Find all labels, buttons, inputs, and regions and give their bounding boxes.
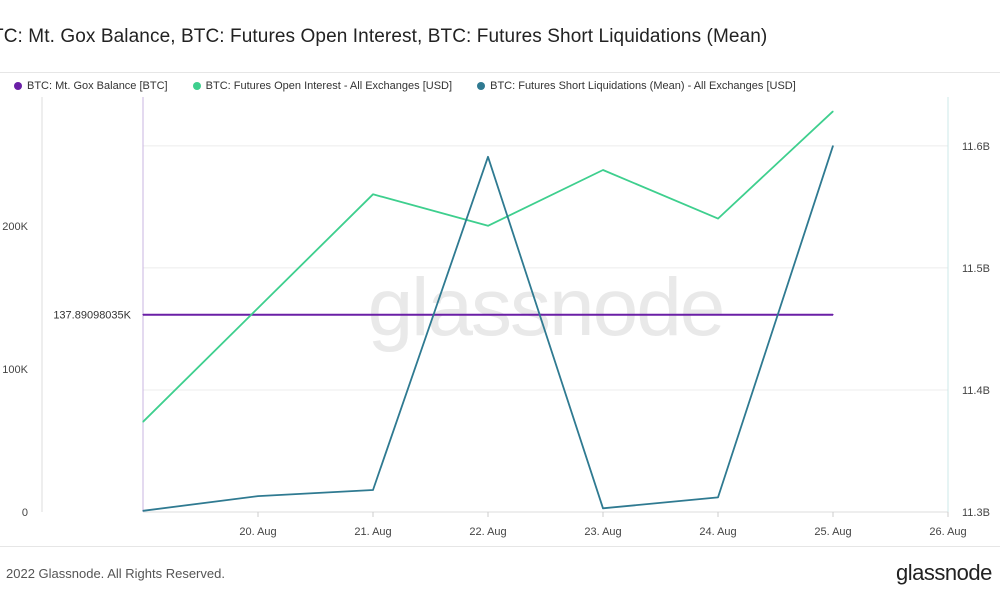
data-point — [832, 314, 834, 316]
data-point — [142, 314, 144, 316]
data-point — [602, 169, 604, 171]
data-point — [372, 193, 374, 195]
chart-title: TC: Mt. Gox Balance, BTC: Futures Open I… — [0, 26, 768, 47]
right-tick-label: 11.3B — [962, 507, 990, 519]
legend: BTC: Mt. Gox Balance [BTC] BTC: Futures … — [14, 80, 818, 93]
data-point — [487, 156, 489, 158]
right-tick-label: 11.6B — [962, 141, 990, 153]
right-tick-label: 11.5B — [962, 263, 990, 275]
watermark: glassnode — [368, 262, 724, 353]
left-tick-label: 200K — [2, 221, 28, 233]
futures-open-interest-line — [142, 110, 834, 423]
x-tick-label: 24. Aug — [699, 526, 736, 538]
mt-gox-value-label: 137.89098035K — [53, 310, 131, 322]
data-point — [602, 507, 604, 509]
footer-divider — [0, 546, 1000, 547]
legend-marker-short-liquidations — [477, 82, 486, 90]
data-point — [257, 495, 259, 497]
legend-label-short-liquidations: BTC: Futures Short Liquidations (Mean) -… — [490, 80, 796, 92]
data-point — [142, 421, 144, 423]
x-tick-label: 23. Aug — [584, 526, 621, 538]
data-point — [487, 314, 489, 316]
legend-item-short-liquidations[interactable]: BTC: Futures Short Liquidations (Mean) -… — [477, 80, 796, 92]
x-tick-label: 20. Aug — [239, 526, 276, 538]
x-tick-label: 21. Aug — [354, 526, 391, 538]
data-point — [832, 110, 834, 112]
legend-label-futures-open-interest: BTC: Futures Open Interest - All Exchang… — [205, 80, 453, 92]
data-point — [717, 218, 719, 220]
data-point — [372, 314, 374, 316]
right-tick-label: 11.4B — [962, 385, 990, 397]
x-tick-label: 25. Aug — [814, 526, 851, 538]
x-tick-label: 22. Aug — [469, 526, 506, 538]
data-point — [717, 314, 719, 316]
data-point — [372, 489, 374, 491]
legend-marker-mt-gox-balance — [14, 82, 22, 90]
legend-marker-futures-open-interest — [192, 82, 201, 90]
legend-item-futures-open-interest[interactable]: BTC: Futures Open Interest - All Exchang… — [192, 80, 453, 92]
data-point — [257, 314, 259, 316]
data-point — [832, 145, 834, 147]
left-tick-label: 0 — [22, 507, 28, 519]
data-point — [487, 225, 489, 227]
glassnode-logo: glassnode — [896, 560, 992, 585]
title-divider — [0, 72, 1000, 73]
data-point — [602, 314, 604, 316]
x-tick-label: 26. Aug — [929, 526, 966, 538]
left-tick-label: 100K — [2, 364, 28, 376]
legend-item-mt-gox-balance[interactable]: BTC: Mt. Gox Balance [BTC] — [14, 80, 168, 92]
data-point — [142, 510, 144, 512]
copyright-text: 2022 Glassnode. All Rights Reserved. — [6, 566, 225, 581]
legend-label-mt-gox-balance: BTC: Mt. Gox Balance [BTC] — [27, 80, 168, 92]
data-point — [717, 496, 719, 498]
